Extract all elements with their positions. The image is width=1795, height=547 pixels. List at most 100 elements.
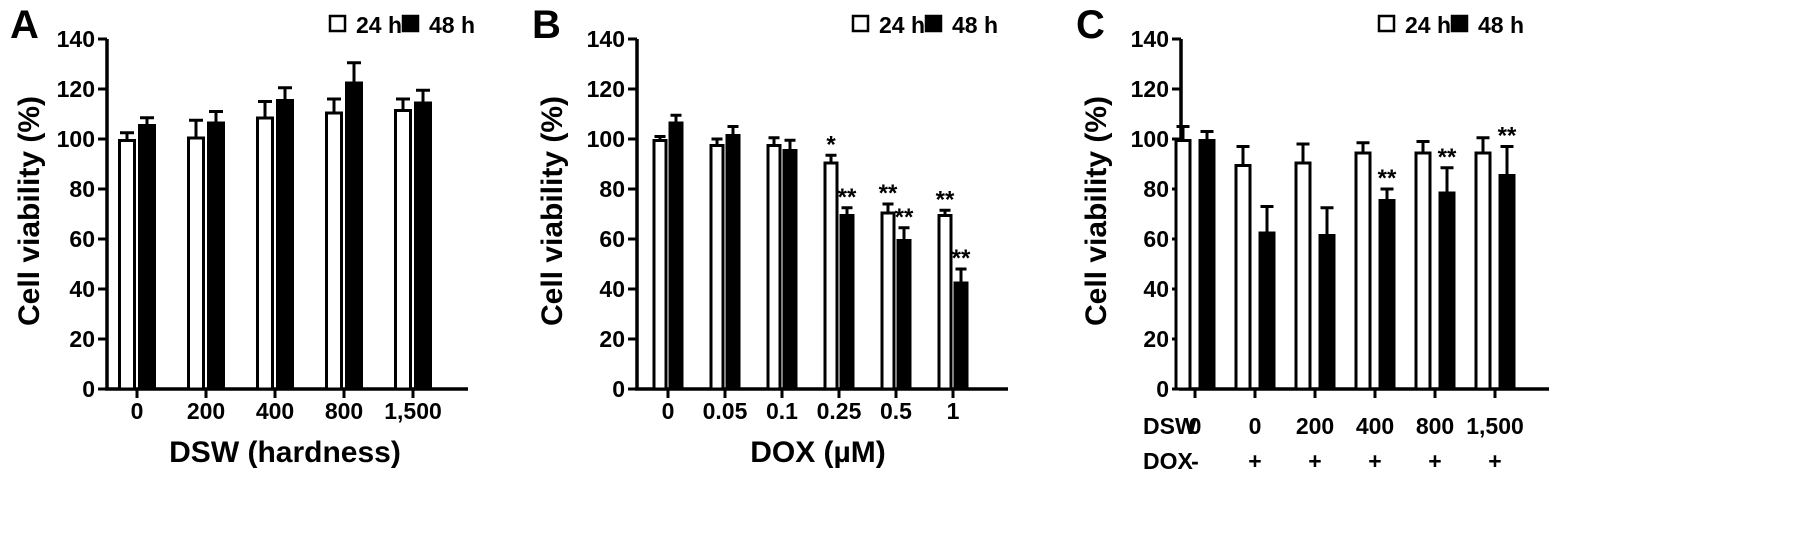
- legend-label-48h: 48 h: [429, 12, 475, 38]
- significance-marker: **: [936, 186, 955, 213]
- y-tick-label: 20: [1143, 326, 1169, 352]
- y-axis-title: Cell viability (%): [1080, 96, 1113, 326]
- bar-24h: [1414, 151, 1432, 391]
- x-tick-label: 0.25: [817, 398, 862, 424]
- significance-marker: **: [1498, 123, 1517, 150]
- y-tick-label: 0: [1156, 376, 1169, 402]
- x-tick-label-dsw: 200: [1296, 413, 1334, 439]
- x-tick-label: 0.1: [766, 398, 798, 424]
- bar-24h: [1294, 161, 1312, 391]
- significance-marker: **: [838, 184, 857, 211]
- y-axis-title: Cell viability (%): [536, 96, 569, 326]
- y-tick-label: 60: [69, 226, 95, 252]
- y-tick-label: 120: [1131, 76, 1169, 102]
- bar-48h: [896, 239, 912, 389]
- x-tick-label-dsw: 1,500: [1466, 413, 1524, 439]
- bar-48h: [207, 121, 225, 389]
- bar-24h: [766, 144, 782, 391]
- legend-label-24h: 24 h: [879, 12, 925, 38]
- y-tick-label: 60: [599, 226, 625, 252]
- y-tick-label: 100: [57, 126, 95, 152]
- bar-48h: [839, 214, 855, 389]
- y-tick-label: 120: [587, 76, 625, 102]
- row-label-dsw: DSW: [1143, 413, 1197, 439]
- x-tick-label-dox: +: [1308, 448, 1321, 474]
- x-tick-label: 200: [187, 398, 225, 424]
- bar-24h: [325, 111, 343, 391]
- x-tick-label: 0: [662, 398, 675, 424]
- bar-48h: [1438, 191, 1456, 389]
- bar-48h: [1258, 231, 1276, 389]
- bar-48h: [138, 124, 156, 389]
- bar-24h: [394, 109, 412, 391]
- bar-48h: [1378, 199, 1396, 389]
- y-tick-label: 40: [69, 276, 95, 302]
- x-tick-label: 0: [131, 398, 144, 424]
- bar-24h: [256, 116, 274, 391]
- bar-48h: [668, 121, 684, 389]
- y-tick-label: 20: [599, 326, 625, 352]
- bar-24h: [652, 139, 668, 391]
- x-tick-label: 400: [256, 398, 294, 424]
- legend-swatch-24h: [328, 14, 347, 33]
- x-tick-label: 1,500: [384, 398, 442, 424]
- y-tick-label: 0: [612, 376, 625, 402]
- bar-48h: [276, 99, 294, 389]
- x-tick-label-dox: +: [1488, 448, 1501, 474]
- y-tick-label: 140: [1131, 26, 1169, 52]
- x-tick-label: 800: [325, 398, 363, 424]
- x-tick-label-dox: -: [1191, 448, 1199, 474]
- legend-swatch-48h: [1450, 14, 1469, 33]
- bar-24h: [709, 144, 725, 391]
- bar-24h: [118, 139, 136, 391]
- panel-c: C 24 h 48 h Cell viability (%) DSW DOX 0…: [1076, 3, 1549, 474]
- significance-marker: **: [952, 245, 971, 272]
- y-tick-label: 80: [69, 176, 95, 202]
- legend-swatch-24h: [851, 14, 870, 33]
- bar-24h: [1174, 139, 1192, 391]
- panel-b: B 24 h 48 h Cell viability (%) DOX (µM) …: [532, 3, 1008, 469]
- bar-48h: [1318, 234, 1336, 389]
- y-tick-label: 20: [69, 326, 95, 352]
- y-tick-label: 120: [57, 76, 95, 102]
- y-tick-label: 60: [1143, 226, 1169, 252]
- significance-marker: *: [826, 131, 836, 158]
- x-tick-label-dox: +: [1248, 448, 1261, 474]
- x-tick-label: 0.05: [703, 398, 748, 424]
- row-label-dox: DOX: [1143, 448, 1194, 474]
- legend: 24 h 48 h: [328, 12, 475, 38]
- bar-48h: [1198, 139, 1216, 389]
- panel-label: C: [1076, 3, 1105, 47]
- x-tick-label-dsw: 0: [1189, 413, 1202, 439]
- legend-swatch-24h: [1377, 14, 1396, 33]
- bar-48h: [414, 101, 432, 389]
- y-tick-label: 140: [587, 26, 625, 52]
- significance-marker: **: [1378, 165, 1397, 192]
- bar-48h: [725, 134, 741, 389]
- significance-marker: **: [1438, 144, 1457, 171]
- x-tick-label-dsw: 400: [1356, 413, 1394, 439]
- bar-24h: [823, 161, 839, 391]
- panel-label: A: [10, 3, 39, 47]
- y-axis-title: Cell viability (%): [13, 96, 46, 326]
- legend-swatch-48h: [401, 14, 420, 33]
- x-tick-label: 0.5: [880, 398, 912, 424]
- y-tick-label: 140: [57, 26, 95, 52]
- y-tick-label: 0: [82, 376, 95, 402]
- y-tick-label: 80: [1143, 176, 1169, 202]
- legend-label-24h: 24 h: [1405, 12, 1451, 38]
- bar-24h: [880, 211, 896, 391]
- y-tick-label: 80: [599, 176, 625, 202]
- x-axis-title: DSW (hardness): [169, 436, 401, 469]
- bar-24h: [187, 136, 205, 391]
- bar-24h: [1234, 164, 1252, 391]
- panel-a: A 24 h 48 h Cell viability (%) DSW (hard…: [10, 3, 475, 469]
- x-tick-label-dox: +: [1368, 448, 1381, 474]
- legend-label-48h: 48 h: [952, 12, 998, 38]
- x-tick-label: 1: [947, 398, 960, 424]
- y-tick-label: 40: [1143, 276, 1169, 302]
- legend: 24 h 48 h: [851, 12, 998, 38]
- y-tick-label: 40: [599, 276, 625, 302]
- legend-label-48h: 48 h: [1478, 12, 1524, 38]
